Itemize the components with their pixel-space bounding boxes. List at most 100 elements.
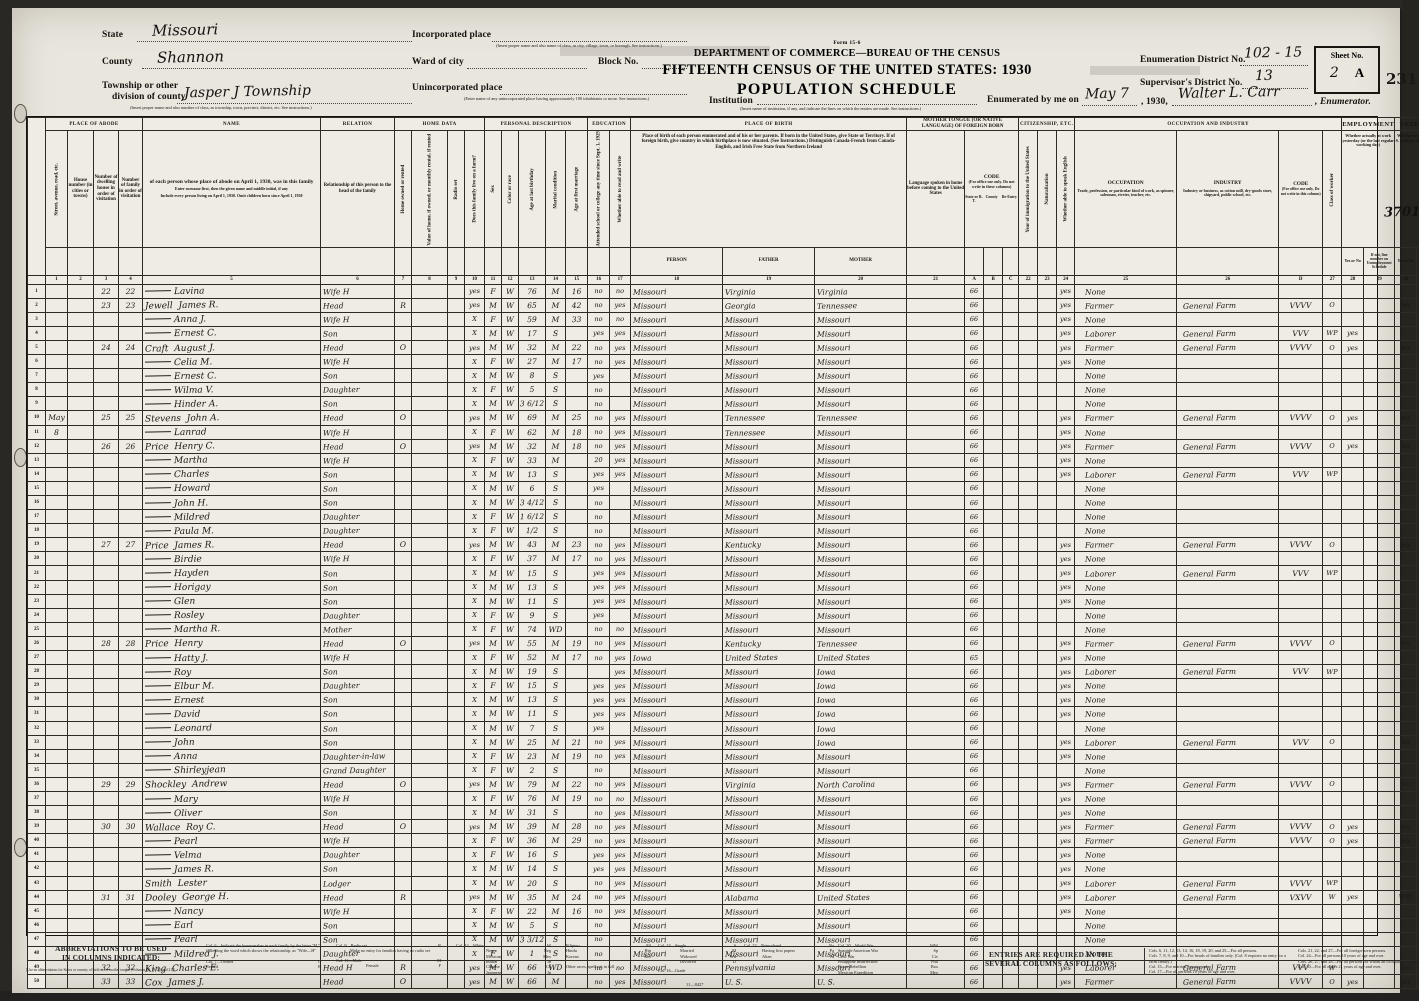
cell-code-b[interactable]	[983, 368, 1004, 384]
cell-house-number[interactable]	[67, 748, 94, 764]
cell-name[interactable]: Birdie	[142, 551, 321, 567]
cell-employment-yesno[interactable]	[1341, 790, 1365, 807]
cell-sex[interactable]: M	[484, 396, 503, 412]
cell-house-number[interactable]	[67, 354, 94, 370]
cell-house-number[interactable]	[67, 339, 94, 356]
cell-relation[interactable]: Son	[320, 494, 395, 511]
cell-dwelling-number[interactable]: 23	[93, 297, 119, 313]
cell-class-worker[interactable]: O	[1322, 635, 1343, 652]
cell-attended-school[interactable]: 20	[587, 452, 611, 468]
cell-speak-english[interactable]: yes	[1056, 565, 1076, 581]
cell-occupation[interactable]: Farmer	[1074, 438, 1178, 454]
cell-age[interactable]: 1/2	[518, 523, 547, 539]
cell-age-first-marriage[interactable]: 33	[565, 311, 589, 327]
cell-industry[interactable]: General Farm	[1176, 635, 1280, 652]
cell-pob-father[interactable]: Missouri	[722, 382, 816, 398]
cell-home-owned[interactable]	[394, 452, 412, 468]
cell-code-c[interactable]	[1002, 692, 1020, 708]
cell-age[interactable]: 43	[518, 537, 547, 553]
cell-sex[interactable]: F	[484, 509, 503, 525]
cell-naturalization[interactable]	[1037, 847, 1058, 863]
cell-marital[interactable]: S	[545, 678, 567, 694]
cell-street[interactable]	[45, 664, 68, 680]
cell-farm[interactable]: yes	[463, 537, 486, 553]
cell-radio-set[interactable]	[447, 875, 465, 891]
cell-street[interactable]	[45, 621, 68, 637]
cell-relation[interactable]: Head	[320, 819, 395, 835]
cell-radio-set[interactable]	[447, 734, 465, 750]
cell-code-b[interactable]	[983, 762, 1004, 778]
cell-code-a[interactable]: 66	[964, 382, 985, 398]
cell-dwelling-number[interactable]	[93, 424, 119, 440]
cell-marital[interactable]: M	[545, 790, 567, 807]
cell-marital[interactable]: S	[545, 720, 567, 736]
cell-home-owned[interactable]	[394, 551, 412, 567]
cell-code-d[interactable]	[1278, 692, 1324, 708]
cell-marital[interactable]: S	[545, 847, 567, 863]
cell-attended-school[interactable]: yes	[587, 466, 611, 482]
cell-street[interactable]	[45, 480, 68, 497]
cell-code-d[interactable]: VVVV	[1278, 833, 1324, 849]
cell-employment-yesno[interactable]: yes	[1341, 325, 1365, 341]
cell-code-d[interactable]: VVVV	[1278, 819, 1324, 835]
cell-house-number[interactable]	[67, 438, 94, 454]
cell-language[interactable]	[906, 819, 966, 835]
cell-dwelling-number[interactable]: 22	[93, 283, 119, 299]
cell-read-write[interactable]	[609, 607, 632, 623]
cell-speak-english[interactable]	[1056, 396, 1076, 412]
cell-veteran-yesno[interactable]	[1394, 494, 1418, 511]
cell-naturalization[interactable]	[1037, 579, 1058, 595]
cell-relation[interactable]: Head	[320, 339, 395, 356]
cell-home-value[interactable]	[411, 692, 448, 708]
cell-veteran-yesno[interactable]	[1394, 678, 1418, 694]
cell-sex[interactable]: M	[484, 720, 503, 736]
cell-marital[interactable]: S	[545, 368, 567, 384]
cell-veteran-yesno[interactable]	[1394, 931, 1418, 948]
cell-age-first-marriage[interactable]	[565, 974, 589, 990]
cell-pob-person[interactable]: Missouri	[630, 523, 724, 539]
cell-veteran-yesno[interactable]	[1394, 354, 1418, 370]
cell-employment-line[interactable]	[1363, 452, 1396, 468]
cell-veteran-war[interactable]: 19	[1416, 635, 1419, 652]
cell-employment-yesno[interactable]	[1341, 283, 1365, 299]
cell-industry[interactable]: General Farm	[1176, 297, 1280, 313]
cell-pob-mother[interactable]: Missouri	[814, 424, 908, 440]
cell-pob-father[interactable]: Tennessee	[722, 410, 816, 426]
cell-speak-english[interactable]: yes	[1056, 678, 1076, 694]
cell-class-worker[interactable]	[1322, 650, 1343, 666]
cell-relation[interactable]: Son	[320, 368, 395, 384]
cell-age[interactable]: 62	[518, 424, 547, 440]
cell-pob-father[interactable]: Missouri	[722, 466, 816, 482]
cell-attended-school[interactable]	[587, 664, 611, 680]
cell-code-c[interactable]	[1002, 847, 1020, 863]
cell-naturalization[interactable]	[1037, 509, 1058, 525]
cell-sex[interactable]: M	[484, 692, 503, 708]
cell-code-b[interactable]	[983, 706, 1004, 722]
cell-code-a[interactable]: 66	[964, 762, 985, 778]
cell-age-first-marriage[interactable]: 23	[565, 537, 589, 553]
cell-pob-mother[interactable]: Missouri	[814, 593, 908, 609]
cell-name[interactable]: Celia M.	[142, 354, 321, 370]
cell-farm[interactable]: X	[463, 382, 486, 398]
cell-speak-english[interactable]	[1056, 945, 1076, 962]
cell-pob-mother[interactable]: Missouri	[814, 847, 908, 863]
cell-veteran-yesno[interactable]	[1394, 621, 1418, 637]
cell-pob-mother[interactable]: Missouri	[814, 819, 908, 835]
cell-language[interactable]	[906, 424, 966, 440]
cell-veteran-yesno[interactable]	[1394, 861, 1418, 877]
cell-language[interactable]	[906, 565, 966, 581]
cell-pob-father[interactable]: Missouri	[722, 593, 816, 609]
cell-read-write[interactable]: yes	[609, 424, 632, 440]
cell-age-first-marriage[interactable]	[565, 720, 589, 736]
cell-radio-set[interactable]	[447, 311, 465, 327]
cell-dwelling-number[interactable]	[93, 579, 119, 595]
cell-family-number[interactable]: 28	[118, 635, 143, 652]
cell-sex[interactable]: F	[484, 790, 503, 807]
cell-naturalization[interactable]	[1037, 621, 1058, 637]
cell-veteran-war[interactable]	[1416, 621, 1419, 637]
cell-attended-school[interactable]: yes	[587, 706, 611, 722]
cell-speak-english[interactable]: yes	[1056, 903, 1076, 919]
cell-code-b[interactable]	[983, 311, 1004, 327]
